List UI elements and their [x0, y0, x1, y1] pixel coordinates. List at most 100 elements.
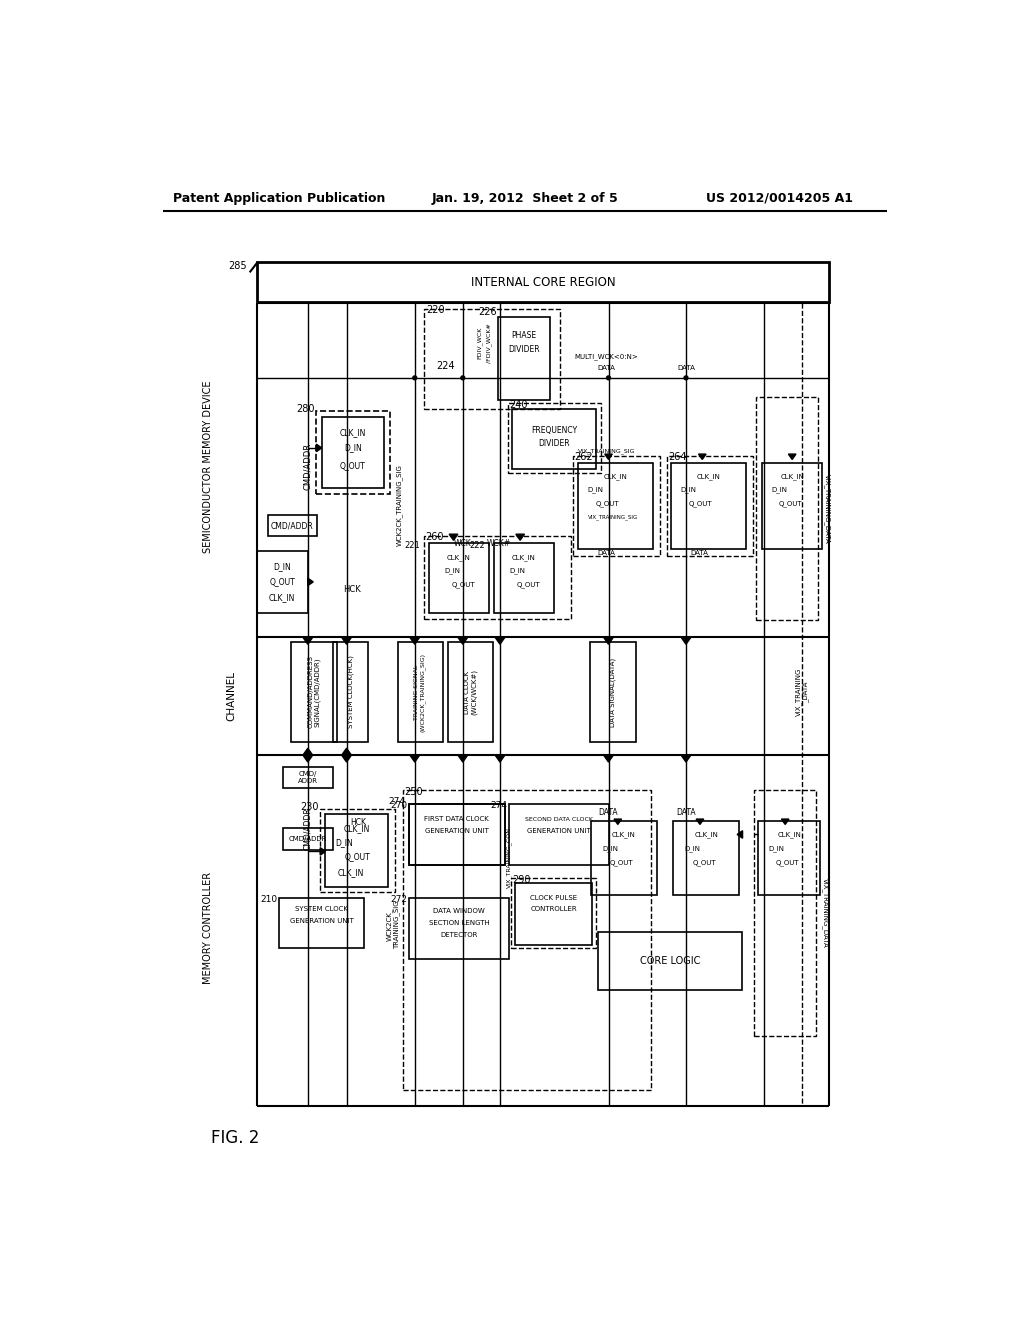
- Text: D_IN: D_IN: [344, 444, 361, 453]
- Polygon shape: [342, 755, 351, 762]
- Bar: [397, 642, 442, 742]
- Polygon shape: [410, 755, 420, 762]
- Text: FIRST DATA CLOCK: FIRST DATA CLOCK: [424, 816, 489, 822]
- Text: Q_OUT: Q_OUT: [269, 577, 295, 586]
- Bar: [409, 898, 509, 960]
- Bar: [424, 309, 560, 409]
- Text: D_IN: D_IN: [273, 562, 291, 572]
- Text: /FDIV_WCK#: /FDIV_WCK#: [486, 323, 492, 363]
- Text: FDIV_WCK: FDIV_WCK: [476, 327, 482, 359]
- Polygon shape: [603, 638, 613, 644]
- Bar: [509, 804, 608, 866]
- Text: GENERATION UNIT: GENERATION UNIT: [290, 917, 353, 924]
- Text: CMD/ADDR: CMD/ADDR: [303, 807, 312, 850]
- Text: FIG. 2: FIG. 2: [211, 1129, 259, 1147]
- Text: CLK_IN: CLK_IN: [512, 554, 536, 561]
- Bar: [756, 397, 818, 620]
- Polygon shape: [781, 818, 790, 825]
- Polygon shape: [516, 535, 524, 540]
- Text: SEMICONDUCTOR MEMORY DEVICE: SEMICONDUCTOR MEMORY DEVICE: [203, 380, 213, 553]
- Bar: [598, 932, 741, 990]
- Bar: [498, 317, 550, 400]
- Text: D_IN: D_IN: [336, 838, 353, 847]
- Text: 262: 262: [574, 453, 593, 462]
- Text: VIX_TRAINING_DATA: VIX_TRAINING_DATA: [823, 474, 830, 544]
- Polygon shape: [342, 748, 351, 755]
- Text: CONTROLLER: CONTROLLER: [530, 906, 577, 912]
- Text: HCK: HCK: [343, 585, 360, 594]
- Text: Q_OUT: Q_OUT: [517, 581, 541, 587]
- Polygon shape: [696, 818, 703, 825]
- Bar: [762, 462, 822, 549]
- Text: 272: 272: [390, 895, 407, 904]
- Polygon shape: [316, 444, 322, 451]
- Polygon shape: [496, 638, 505, 644]
- Bar: [671, 462, 746, 549]
- Text: WCK#: WCK#: [486, 539, 511, 548]
- Polygon shape: [614, 818, 622, 825]
- Text: 264: 264: [669, 453, 687, 462]
- Polygon shape: [681, 755, 691, 762]
- Bar: [283, 829, 333, 850]
- Text: GENERATION UNIT: GENERATION UNIT: [527, 828, 591, 834]
- Text: 260: 260: [426, 532, 444, 543]
- Polygon shape: [458, 755, 468, 762]
- Text: Patent Application Publication: Patent Application Publication: [173, 191, 385, 205]
- Text: Q_OUT: Q_OUT: [610, 859, 634, 866]
- Bar: [267, 515, 317, 536]
- Polygon shape: [321, 847, 326, 855]
- Text: 224: 224: [436, 362, 455, 371]
- Text: VIX_TRAINING
_DATA: VIX_TRAINING _DATA: [795, 668, 810, 717]
- Text: Q_OUT: Q_OUT: [340, 461, 366, 470]
- Circle shape: [684, 376, 688, 380]
- Polygon shape: [458, 638, 468, 644]
- Text: DATA: DATA: [597, 364, 615, 371]
- Text: D_IN: D_IN: [771, 486, 787, 492]
- Text: VIX_TRAINING_CON: VIX_TRAINING_CON: [507, 828, 512, 888]
- Text: 280: 280: [296, 404, 314, 413]
- Text: 210: 210: [260, 895, 278, 904]
- Text: COMMAND/ADDRESS
SIGNAL(CMD/ADDR): COMMAND/ADDRESS SIGNAL(CMD/ADDR): [307, 656, 321, 729]
- Text: Q_OUT: Q_OUT: [344, 853, 370, 861]
- Text: MULTI_WCK<0:N>: MULTI_WCK<0:N>: [574, 354, 638, 360]
- Text: D_IN: D_IN: [602, 845, 618, 851]
- Text: CLK_IN: CLK_IN: [780, 473, 804, 479]
- Polygon shape: [303, 748, 312, 755]
- Bar: [578, 462, 653, 549]
- Bar: [316, 411, 390, 494]
- Text: CMD/ADDR: CMD/ADDR: [271, 521, 313, 531]
- Text: Q_OUT: Q_OUT: [596, 500, 620, 507]
- Text: DETECTOR: DETECTOR: [440, 932, 477, 937]
- Polygon shape: [605, 454, 612, 459]
- Polygon shape: [303, 755, 312, 762]
- Text: VIX_TRAINING_SIG: VIX_TRAINING_SIG: [578, 449, 635, 454]
- Bar: [515, 883, 592, 945]
- Text: CLK_IN: CLK_IN: [603, 473, 628, 479]
- Bar: [673, 821, 739, 895]
- Bar: [283, 767, 333, 788]
- Bar: [334, 642, 369, 742]
- Bar: [511, 878, 596, 948]
- Bar: [325, 814, 388, 887]
- Text: WCK2CK_TRAINING_SIG: WCK2CK_TRAINING_SIG: [396, 463, 402, 546]
- Text: DIVIDER: DIVIDER: [539, 438, 570, 447]
- Bar: [572, 455, 659, 556]
- Text: Q_OUT: Q_OUT: [776, 859, 800, 866]
- Text: SYSTEM CLOCK(HCK): SYSTEM CLOCK(HCK): [347, 656, 353, 729]
- Text: 222: 222: [470, 541, 485, 550]
- Text: FREQUENCY: FREQUENCY: [531, 426, 578, 436]
- Text: CLK_IN: CLK_IN: [696, 473, 721, 479]
- Text: 250: 250: [404, 787, 423, 797]
- Text: CMD/ADDR: CMD/ADDR: [289, 836, 327, 842]
- Polygon shape: [698, 454, 707, 459]
- Text: PHASE: PHASE: [511, 331, 537, 341]
- Text: HCK: HCK: [350, 817, 367, 826]
- Text: Jan. 19, 2012  Sheet 2 of 5: Jan. 19, 2012 Sheet 2 of 5: [431, 191, 618, 205]
- Text: DATA SIGNAL(DATA): DATA SIGNAL(DATA): [610, 657, 616, 726]
- Text: 226: 226: [478, 308, 497, 317]
- Text: D_IN: D_IN: [768, 845, 784, 851]
- Bar: [280, 898, 365, 948]
- Text: SECOND DATA CLOCK: SECOND DATA CLOCK: [525, 817, 593, 821]
- Text: DATA: DATA: [676, 808, 696, 817]
- Bar: [424, 536, 571, 619]
